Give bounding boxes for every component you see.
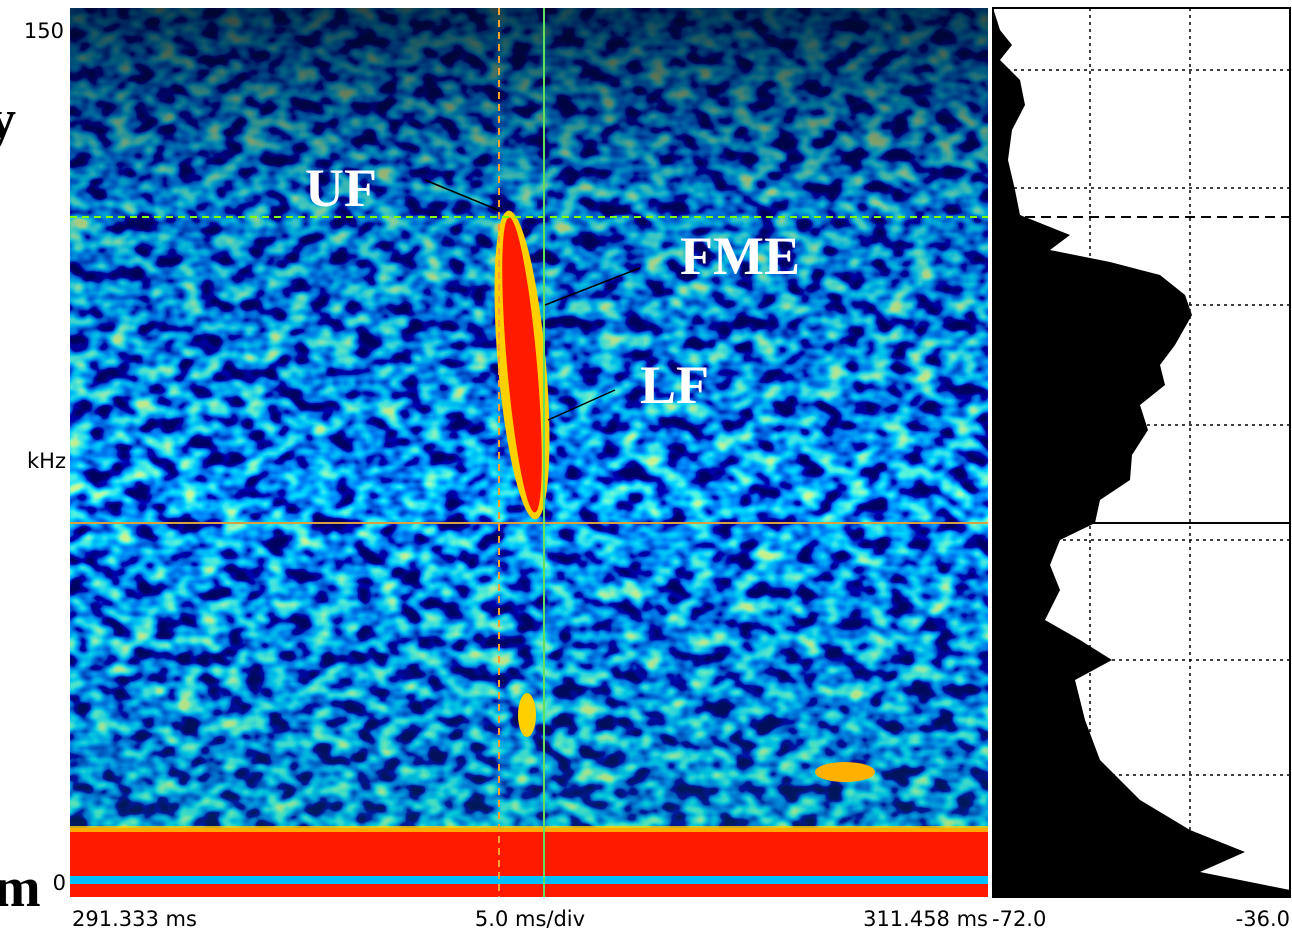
low-band (70, 828, 988, 876)
blob (815, 762, 875, 782)
blob (518, 693, 536, 737)
x-end-label: 311.458 ms (863, 907, 988, 930)
annotation: LF (640, 355, 709, 415)
base-band (70, 884, 988, 897)
text-fragment: y (0, 89, 16, 151)
spectrum (993, 8, 1290, 897)
low-band-gap (70, 876, 988, 884)
annotation: FME (680, 226, 800, 286)
low-band-edge (70, 826, 988, 832)
spectrum-min-label: -72.0 (992, 907, 1046, 930)
spectrum-max-label: -36.0 (1236, 907, 1290, 930)
annotation: UF (305, 158, 377, 218)
x-start-label: 291.333 ms (72, 907, 197, 930)
screen: UF FME LF 150 kHz 0 291.333 ms 5.0 ms/di… (0, 0, 1292, 930)
text-fragment: m (0, 857, 41, 919)
y-unit-label: kHz (27, 449, 66, 473)
spectrogram: UF FME LF (70, 8, 988, 897)
x-scale-label: 5.0 ms/div (475, 907, 585, 930)
y-bottom-label: 0 (53, 871, 66, 895)
y-top-label: 150 (24, 19, 64, 43)
